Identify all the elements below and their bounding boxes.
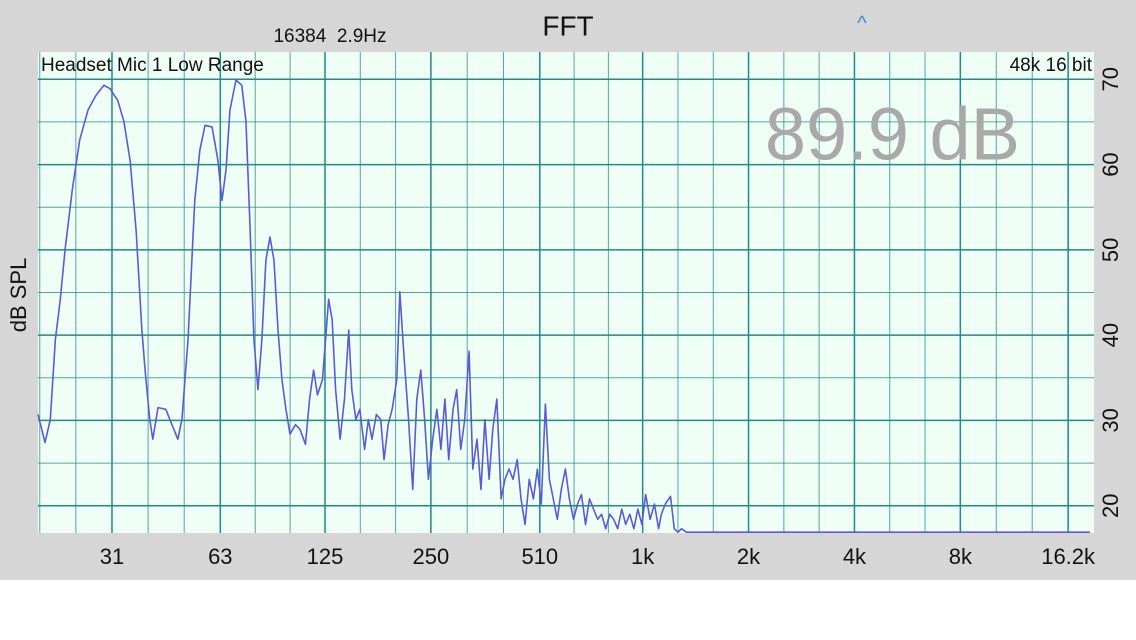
x-tick-label: 1k	[631, 544, 655, 569]
y-axis-label: dB SPL	[6, 258, 31, 333]
x-tick-label: 63	[208, 544, 232, 569]
x-tick-label: 2k	[737, 544, 761, 569]
input-label: Headset Mic 1 Low Range	[41, 55, 264, 76]
grid	[38, 52, 1094, 533]
x-tick-label: 8k	[949, 544, 973, 569]
x-tick-label: 125	[307, 544, 344, 569]
y-tick-label: 60	[1098, 152, 1123, 176]
x-tick-label: 250	[413, 544, 450, 569]
chart-title: FFT	[542, 10, 593, 41]
x-tick-label: 16.2k	[1041, 544, 1096, 569]
y-tick-label: 30	[1098, 408, 1123, 432]
spectrum-line	[37, 79, 1091, 533]
collapse-button[interactable]: ^	[857, 12, 867, 34]
x-tick-label: 4k	[843, 544, 867, 569]
format-label: 48k 16 bit	[1010, 55, 1093, 76]
y-tick-label: 70	[1098, 67, 1123, 91]
x-tick-label: 510	[521, 544, 558, 569]
resolution-label: 16384 2.9Hz	[273, 26, 386, 47]
y-tick-label: 20	[1098, 493, 1123, 517]
y-tick-label: 50	[1098, 238, 1123, 262]
marks	[37, 79, 1091, 533]
y-tick-label: 40	[1098, 323, 1123, 347]
x-tick-label: 31	[100, 544, 124, 569]
level-readout: 89.9 dB	[765, 93, 1020, 176]
